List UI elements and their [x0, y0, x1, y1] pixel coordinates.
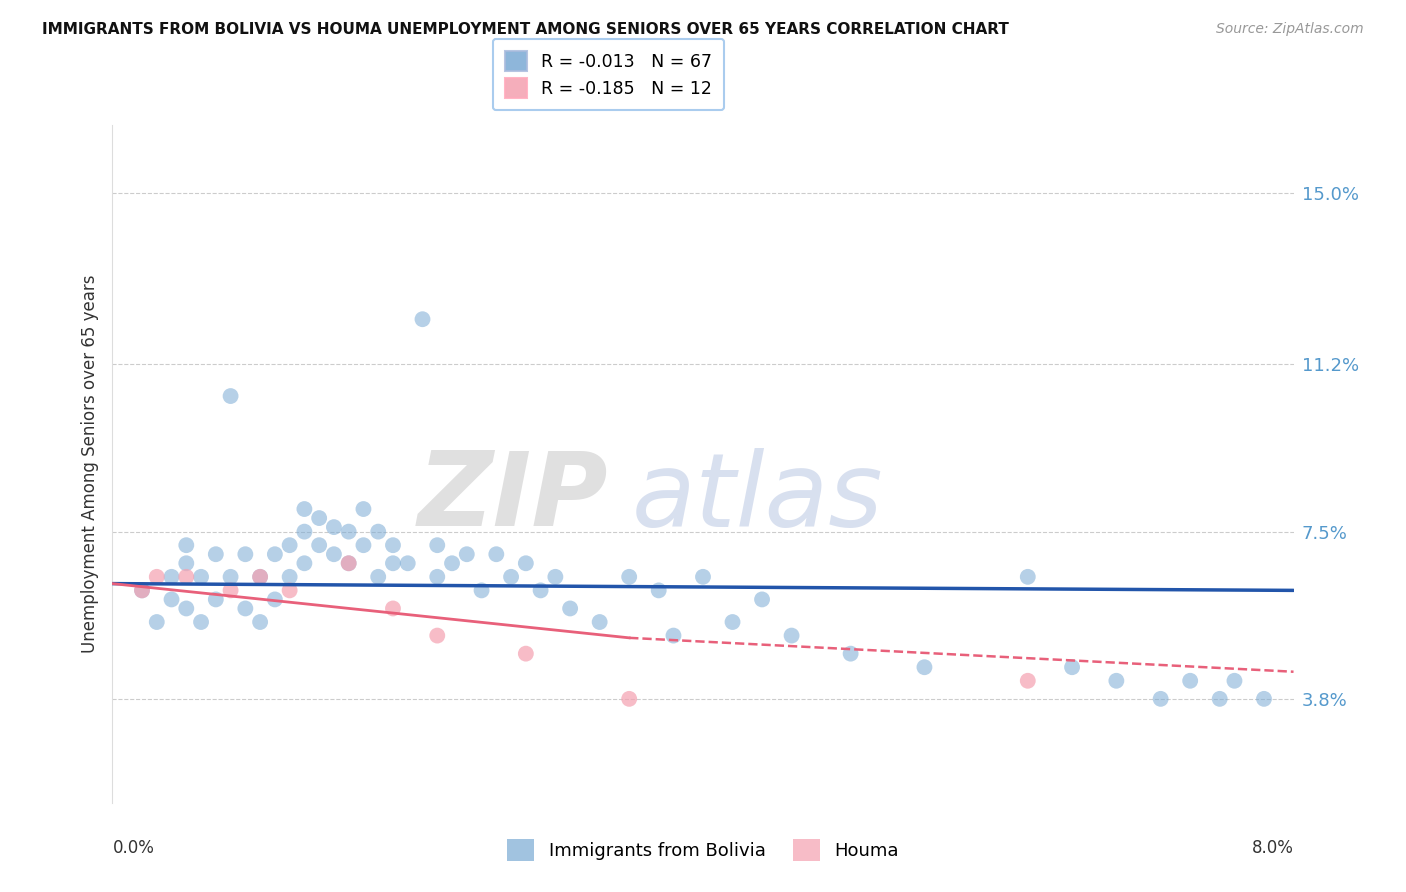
Point [382, 601, 405, 615]
Point [205, 547, 228, 561]
Point [780, 629, 803, 643]
Point [485, 547, 508, 561]
Point [337, 556, 360, 570]
Point [544, 570, 567, 584]
Point [426, 570, 449, 584]
Point [529, 583, 551, 598]
Point [751, 592, 773, 607]
Text: ZIP: ZIP [418, 447, 609, 549]
Point [190, 570, 212, 584]
Text: 0.0%: 0.0% [112, 839, 155, 857]
Point [174, 556, 197, 570]
Point [174, 570, 197, 584]
Point [1017, 673, 1039, 688]
Point [292, 502, 315, 516]
Point [721, 615, 744, 629]
Point [426, 538, 449, 552]
Point [264, 547, 287, 561]
Point [160, 570, 183, 584]
Point [337, 524, 360, 539]
Point [131, 583, 153, 598]
Point [588, 615, 610, 629]
Point [1208, 691, 1232, 706]
Point [515, 556, 537, 570]
Point [160, 592, 183, 607]
Point [278, 570, 301, 584]
Point [441, 556, 464, 570]
Text: Source: ZipAtlas.com: Source: ZipAtlas.com [1216, 22, 1364, 37]
Point [367, 570, 389, 584]
Point [426, 629, 449, 643]
Point [914, 660, 936, 674]
Point [292, 556, 315, 570]
Point [1017, 570, 1039, 584]
Point [249, 570, 271, 584]
Point [1105, 673, 1128, 688]
Point [190, 615, 212, 629]
Point [219, 583, 242, 598]
Point [308, 511, 330, 525]
Point [471, 583, 494, 598]
Point [249, 570, 271, 584]
Point [146, 615, 169, 629]
Point [619, 691, 641, 706]
Point [839, 647, 862, 661]
Legend: Immigrants from Bolivia, Houma: Immigrants from Bolivia, Houma [501, 832, 905, 868]
Point [560, 601, 582, 615]
Point [308, 538, 330, 552]
Point [233, 601, 256, 615]
Point [219, 389, 242, 403]
Point [1150, 691, 1173, 706]
Point [219, 570, 242, 584]
Point [337, 556, 360, 570]
Text: atlas: atlas [633, 448, 883, 548]
Point [1223, 673, 1246, 688]
Point [233, 547, 256, 561]
Point [1178, 673, 1201, 688]
Point [352, 502, 374, 516]
Point [174, 538, 197, 552]
Text: 8.0%: 8.0% [1251, 839, 1294, 857]
Point [249, 615, 271, 629]
Point [292, 524, 315, 539]
Y-axis label: Unemployment Among Seniors over 65 years: Unemployment Among Seniors over 65 years [80, 275, 98, 653]
Point [396, 556, 419, 570]
Point [264, 592, 287, 607]
Point [412, 312, 434, 326]
Point [456, 547, 478, 561]
Point [619, 570, 641, 584]
Text: IMMIGRANTS FROM BOLIVIA VS HOUMA UNEMPLOYMENT AMONG SENIORS OVER 65 YEARS CORREL: IMMIGRANTS FROM BOLIVIA VS HOUMA UNEMPLO… [42, 22, 1010, 37]
Point [278, 583, 301, 598]
Point [1062, 660, 1084, 674]
Point [515, 647, 537, 661]
Point [367, 524, 389, 539]
Point [352, 538, 374, 552]
Point [647, 583, 671, 598]
Point [692, 570, 714, 584]
Point [146, 570, 169, 584]
Point [323, 547, 346, 561]
Point [662, 629, 685, 643]
Point [205, 592, 228, 607]
Point [131, 583, 153, 598]
Point [382, 538, 405, 552]
Point [174, 601, 197, 615]
Point [382, 556, 405, 570]
Point [278, 538, 301, 552]
Point [1253, 691, 1275, 706]
Point [323, 520, 346, 534]
Point [501, 570, 523, 584]
